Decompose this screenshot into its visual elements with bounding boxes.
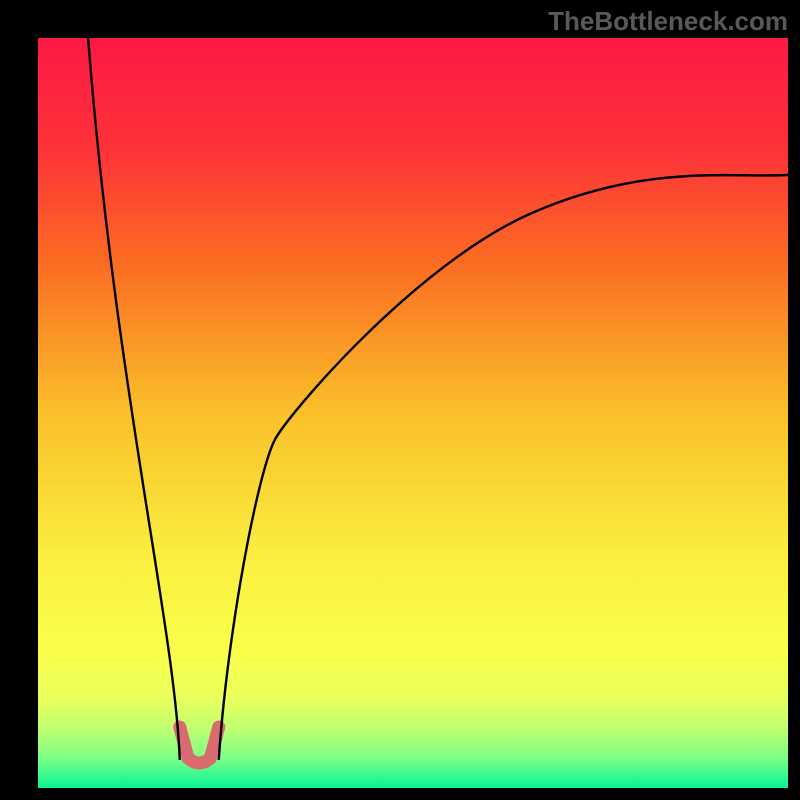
watermark-text: TheBottleneck.com: [548, 6, 788, 37]
chart-container: TheBottleneck.com: [0, 0, 800, 800]
gradient-plot-area: [38, 38, 788, 788]
